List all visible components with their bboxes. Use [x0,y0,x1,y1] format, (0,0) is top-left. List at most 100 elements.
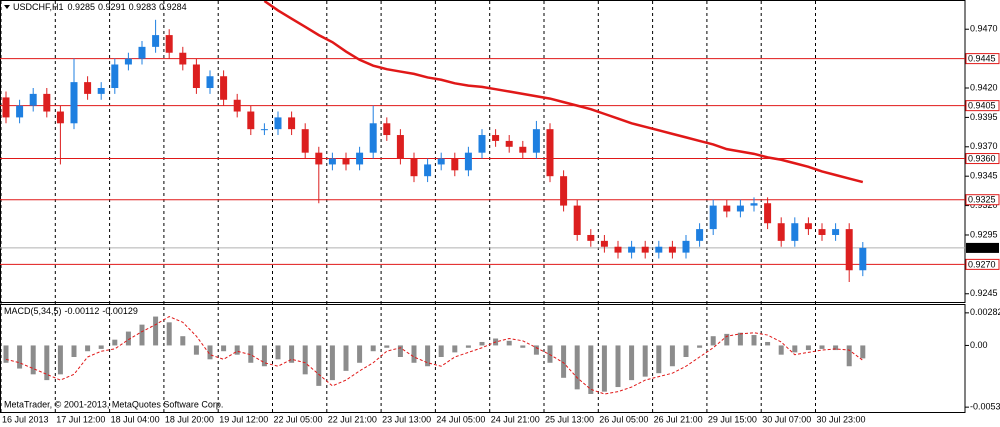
macd-bar [561,345,567,378]
menu-arrow[interactable] [4,5,10,9]
level-label: 0.9445 [968,53,996,63]
macd-bar [819,345,825,349]
candle-body [668,246,676,253]
macd-bar [384,345,390,348]
candle-body [410,158,418,177]
macd-bar [289,345,295,363]
plot [2,1,867,283]
macd-bar [438,345,444,357]
macd-bar [166,322,172,346]
candle-body [478,135,486,153]
candle-body [492,135,500,141]
x-tick-label: 25 Jul 13:00 [545,414,594,424]
candle-body [519,146,527,153]
macd-bar [425,345,431,367]
candle-body [356,152,364,165]
candle-body [383,123,391,136]
macd-bar [479,341,485,346]
candle-body [16,105,24,118]
candle-body [764,203,772,224]
symbol: USDCHF,H1 [13,2,64,12]
level-label-box [965,194,1000,206]
x-tick-label: 22 Jul 05:00 [274,414,323,424]
candle-body [70,82,78,124]
level-label: 0.9405 [968,101,996,111]
candle-body [614,246,622,253]
y-tick-label: 0.9345 [970,171,998,181]
candle-body [2,97,10,118]
macd-header: MACD(5,34,5) -0.00112 -0.00129 [4,306,138,316]
candle-body [260,129,268,131]
y-tick-label: 0.9420 [970,82,998,92]
y-tick-label: 0.00 [970,340,988,350]
macd-bar [629,345,635,381]
macd-bar [751,335,757,346]
macd-bar [139,324,145,346]
macd-bar [316,345,322,386]
candle-body [532,129,540,153]
candle-body [600,240,608,247]
macd-bar [302,345,308,375]
x-tick-label: 17 Jul 12:00 [56,414,105,424]
macd-bar [343,345,349,371]
macd-bar [112,339,118,346]
candle-body [505,140,513,147]
macd-bar [71,345,77,357]
y-tick-label: 0.9295 [970,229,998,239]
candle-body [464,152,472,171]
candle-body [165,35,173,53]
x-tick-label: 26 Jul 05:00 [599,414,648,424]
candle-body [560,176,568,206]
candle-body [29,93,37,106]
macd-value: -0.00112 [65,306,100,316]
y-tick-label: 0.9370 [970,141,998,151]
candle-body [315,152,323,165]
macd-bar [370,345,376,352]
candle-body [818,229,826,235]
candle-body [111,64,119,89]
macd-bar [465,345,471,348]
y-tick-label: 0.9470 [970,24,998,34]
candle-body [437,158,445,165]
macd-bar [520,345,526,348]
candle-body [192,64,200,89]
macd-bar [833,345,839,351]
candle-body [628,246,636,253]
macd-bar [397,345,403,357]
macd-bar [221,345,227,352]
candle-body [206,76,214,89]
macd-bar [193,345,199,355]
candle-body [655,246,663,253]
candle-body [736,205,744,212]
candle-body [641,246,649,253]
macd-bar [207,345,213,360]
macd-bar [357,345,363,363]
candle-body [233,99,241,112]
candle-body [84,82,92,94]
candle-body [709,205,717,230]
macd-bar [234,345,240,355]
macd-bar [3,345,9,363]
macd-bar [30,345,36,375]
candle-body [682,240,690,253]
macd-bar [805,345,811,351]
macd-bar [261,345,267,367]
candle-body [845,229,853,271]
x-tick-label: 24 Jul 21:00 [491,414,540,424]
y-tick-label: 0.9395 [970,112,998,122]
macd-bar [642,345,648,377]
signal-line [5,315,864,395]
macd-bar [724,333,730,346]
level-label-box [965,53,1000,65]
macd-bar [275,345,281,360]
y-tick-label: 0.00282 [970,307,1000,317]
x-tick-label: 22 Jul 21:00 [328,414,377,424]
macd-bar [547,345,553,363]
x-tick-label: 23 Jul 13:00 [382,414,431,424]
candle-body [124,58,132,65]
candle-body [804,223,812,230]
candle-body [750,203,758,206]
macd-bar [615,345,621,388]
candle-body [424,164,432,177]
level-label: 0.9270 [968,259,996,269]
